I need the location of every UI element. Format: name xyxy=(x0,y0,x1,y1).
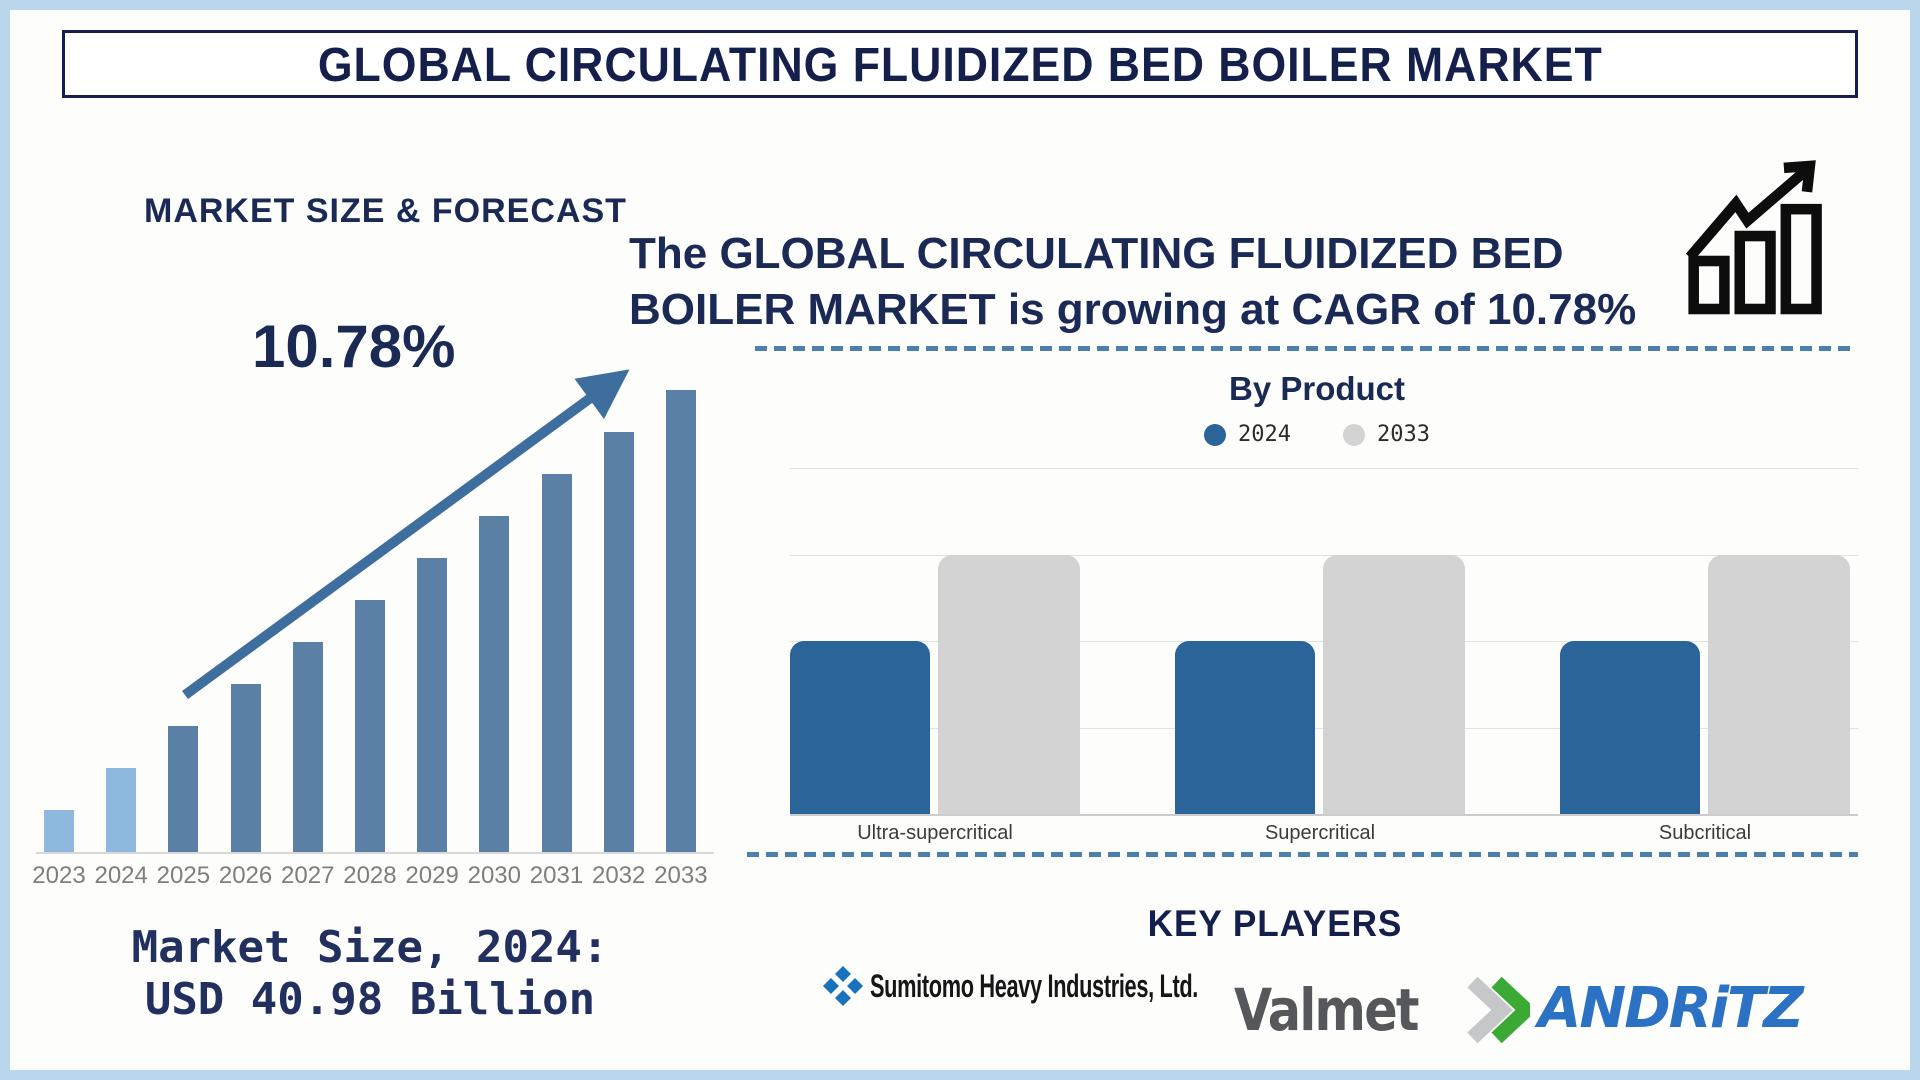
by-product-legend: 2024 2033 xyxy=(1017,422,1617,447)
category-label-subcritical: Subcritical xyxy=(1658,822,1752,844)
bar-column-2025 xyxy=(152,389,214,852)
by-product-chart xyxy=(790,468,1858,816)
year-axis-labels: 2023 2024 2025 2026 2027 2028 2029 2030 2031 2032… xyxy=(28,862,712,890)
forecast-bar-2030 xyxy=(479,516,510,852)
title-banner: GLOBAL CIRCULATING FLUIDIZED BED BOILER … xyxy=(62,30,1858,98)
forecast-bar-2028 xyxy=(354,600,385,852)
bar-column-2032 xyxy=(588,389,650,852)
growth-chart-icon xyxy=(1686,160,1822,315)
bar-column-2030 xyxy=(463,389,525,852)
x-axis-line xyxy=(36,852,714,854)
forecast-bar-2023 xyxy=(44,810,74,852)
legend-swatch-2033 xyxy=(1343,423,1365,446)
legend-label-2033: 2033 xyxy=(1377,422,1430,447)
bar-2024-subcritical xyxy=(1560,641,1700,814)
category-label-supercritical: Supercritical xyxy=(1264,822,1376,844)
market-size-callout: Market Size, 2024: USD 40.98 Billion xyxy=(40,922,700,1026)
bar-column-2033 xyxy=(650,389,712,852)
growth-statement-line1: The GLOBAL CIRCULATING FLUIDIZED BED xyxy=(629,229,1564,278)
market-forecast-heading: MARKET SIZE & FORECAST xyxy=(144,192,627,230)
valmet-emblem-icon xyxy=(1467,976,1531,1044)
page-title: GLOBAL CIRCULATING FLUIDIZED BED BOILER … xyxy=(317,36,1603,92)
gridline xyxy=(790,468,1858,469)
bar-column-2031 xyxy=(526,389,588,852)
market-forecast-chart xyxy=(28,389,712,852)
divider-dashed-bottom xyxy=(747,852,1858,857)
year-label-2032: 2032 xyxy=(591,862,646,889)
bar-column-2023 xyxy=(28,389,90,852)
legend-swatch-2024 xyxy=(1204,423,1227,446)
sumitomo-mark-icon xyxy=(822,965,864,1007)
growth-trend-arrow-icon xyxy=(182,369,630,700)
sumitomo-logo-text: Sumitomo Heavy Industries, Ltd. xyxy=(870,967,1199,1004)
baseline xyxy=(790,814,1858,816)
year-label-2025: 2025 xyxy=(156,862,211,889)
bar-2024-ultra-supercritical xyxy=(790,641,930,814)
key-players-heading: KEY PLAYERS xyxy=(1147,903,1403,944)
forecast-bar-2026 xyxy=(230,684,261,852)
bar-column-2024 xyxy=(90,389,152,852)
forecast-bar-2025 xyxy=(168,726,199,852)
forecast-bar-2027 xyxy=(292,642,323,852)
bar-2033-supercritical xyxy=(1323,554,1465,814)
year-label-2033: 2033 xyxy=(654,862,708,889)
growth-statement-line2: BOILER MARKET is growing at CAGR of 10.7… xyxy=(629,285,1637,335)
bar-2033-ultra-supercritical xyxy=(938,554,1080,814)
bar-column-2028 xyxy=(339,389,401,852)
year-label-2024: 2024 xyxy=(94,862,148,889)
category-label-ultra-supercritical: Ultra-supercritical xyxy=(857,822,1013,844)
bar-column-2026 xyxy=(215,389,277,852)
cagr-annotation: 10.78% xyxy=(252,313,456,380)
forecast-bar-2029 xyxy=(417,558,448,852)
divider-dashed-top xyxy=(755,346,1855,351)
sumitomo-logo: Sumitomo Heavy Industries, Ltd. xyxy=(822,963,1352,1009)
legend-item-2024: 2024 xyxy=(1204,422,1291,447)
forecast-bar-2031 xyxy=(541,474,572,852)
bar-2033-subcritical xyxy=(1708,554,1850,814)
andritz-logo-text: ANDRiTZ xyxy=(1538,976,1802,1041)
year-label-2028: 2028 xyxy=(343,862,397,889)
valmet-logo: Valmet xyxy=(1234,970,1531,1050)
legend-label-2024: 2024 xyxy=(1238,422,1291,447)
year-label-2031: 2031 xyxy=(529,862,584,889)
market-size-line2: USD 40.98 Billion xyxy=(144,973,596,1025)
year-label-2026: 2026 xyxy=(218,862,273,889)
by-product-title: By Product xyxy=(1228,370,1406,407)
by-product-category-labels: Ultra-supercritical Supercritical Subcriti… xyxy=(790,822,1858,850)
legend-item-2033: 2033 xyxy=(1343,422,1430,447)
forecast-bar-2024 xyxy=(106,768,137,852)
gridline xyxy=(790,554,1858,556)
valmet-logo-text: Valmet xyxy=(1234,976,1420,1044)
bar-column-2027 xyxy=(277,389,339,852)
bar-column-2029 xyxy=(401,389,463,852)
bar-2024-supercritical xyxy=(1175,641,1315,814)
market-size-line1: Market Size, 2024: xyxy=(131,922,609,973)
forecast-bar-2032 xyxy=(603,432,634,852)
year-label-2029: 2029 xyxy=(405,862,459,889)
year-label-2027: 2027 xyxy=(281,862,335,889)
year-label-2030: 2030 xyxy=(467,862,521,889)
year-label-2023: 2023 xyxy=(32,862,86,889)
andritz-logo: ANDRiTZ xyxy=(1538,976,1802,1041)
growth-statement: The GLOBAL CIRCULATING FLUIDIZED BED BOI… xyxy=(629,226,1714,339)
forecast-bar-2033 xyxy=(665,390,696,852)
